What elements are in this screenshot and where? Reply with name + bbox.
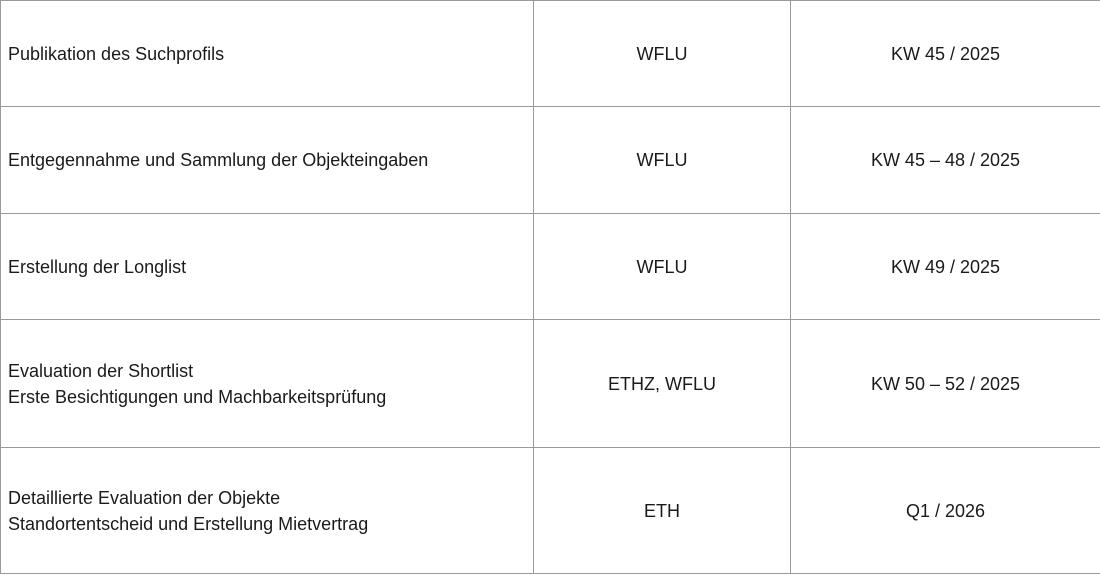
task-text: Detaillierte Evaluation der Objekte — [8, 487, 281, 508]
timing-cell: KW 45 / 2025 — [790, 0, 1100, 107]
table-row: Entgegennahme und Sammlung der Objektein… — [0, 106, 1100, 214]
responsible-cell: ETHZ, WFLU — [533, 319, 791, 448]
responsible-cell: WFLU — [533, 106, 791, 214]
task-cell: Entgegennahme und Sammlung der Objektein… — [0, 106, 534, 214]
responsible-cell: WFLU — [533, 213, 791, 320]
timing-cell: Q1 / 2026 — [790, 447, 1100, 574]
task-text: Entgegennahme und Sammlung der Objektein… — [8, 150, 429, 170]
task-cell: Publikation des Suchprofils — [0, 0, 534, 107]
table-row: Detaillierte Evaluation der Objekte Stan… — [0, 447, 1100, 574]
timing-cell: KW 50 – 52 / 2025 — [790, 319, 1100, 448]
timing-cell: KW 49 / 2025 — [790, 213, 1100, 320]
task-text: Erste Besichtigungen und Machbarkeitsprü… — [8, 386, 387, 407]
task-text: Standortentscheid und Erstellung Mietver… — [8, 513, 369, 534]
task-text: Evaluation der Shortlist — [8, 360, 194, 381]
task-text: Publikation des Suchprofils — [8, 43, 225, 64]
table-row: Publikation des Suchprofils WFLU KW 45 /… — [0, 0, 1100, 107]
timing-cell: KW 45 – 48 / 2025 — [790, 106, 1100, 214]
task-cell: Detaillierte Evaluation der Objekte Stan… — [0, 447, 534, 574]
responsible-cell: ETH — [533, 447, 791, 574]
table-row: Evaluation der Shortlist Erste Besichtig… — [0, 319, 1100, 448]
task-cell: Evaluation der Shortlist Erste Besichtig… — [0, 319, 534, 448]
responsible-cell: WFLU — [533, 0, 791, 107]
table-row: Erstellung der Longlist WFLU KW 49 / 202… — [0, 213, 1100, 320]
task-cell: Erstellung der Longlist — [0, 213, 534, 320]
task-text: Erstellung der Longlist — [8, 256, 187, 277]
